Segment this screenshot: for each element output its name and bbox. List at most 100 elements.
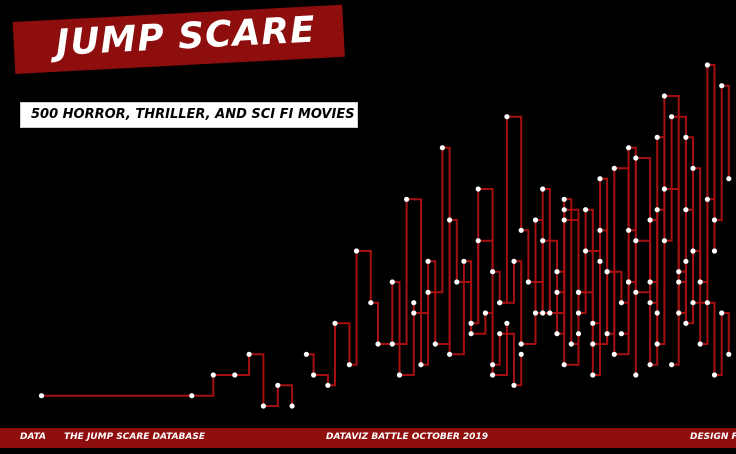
data-point	[432, 341, 438, 347]
data-point	[711, 372, 718, 378]
data-point	[540, 186, 546, 192]
data-point	[389, 341, 395, 347]
data-point	[389, 279, 395, 285]
dot-layer	[38, 62, 732, 409]
data-point	[554, 289, 560, 295]
data-point	[547, 310, 553, 316]
data-point	[704, 196, 711, 202]
data-point	[554, 269, 560, 275]
data-point	[554, 331, 560, 337]
data-point	[676, 269, 682, 275]
data-point	[590, 372, 596, 378]
data-point	[332, 320, 338, 326]
subtitle-box: 500 HORROR, THRILLER, AND SCI FI MOVIES	[20, 102, 358, 128]
data-point	[683, 207, 689, 213]
footer-source: THE JUMP SCARE DATABASE	[64, 432, 205, 442]
data-point	[719, 310, 725, 316]
data-point	[654, 310, 660, 316]
footer-design-label: DESIGN FR	[690, 432, 736, 442]
series-line-2	[306, 250, 415, 387]
data-point	[411, 310, 417, 316]
data-point	[633, 289, 639, 295]
data-point	[561, 217, 567, 223]
data-point	[661, 93, 668, 99]
data-point	[676, 279, 682, 285]
data-point	[497, 300, 503, 306]
data-point	[626, 227, 632, 233]
data-point	[561, 207, 567, 213]
data-point	[246, 351, 252, 357]
data-point	[647, 217, 653, 223]
data-point	[704, 300, 711, 306]
data-point	[490, 362, 496, 368]
data-point	[475, 238, 481, 244]
footer-data-label: DATA	[20, 432, 46, 442]
data-point	[683, 258, 689, 264]
data-point	[38, 393, 45, 399]
data-point	[189, 393, 195, 399]
data-point	[697, 279, 703, 285]
data-point	[711, 217, 718, 223]
data-point	[504, 320, 510, 326]
data-point	[654, 341, 660, 347]
data-point	[518, 341, 524, 347]
data-point	[618, 300, 625, 306]
data-point	[690, 248, 696, 254]
data-point	[575, 310, 582, 316]
data-point	[604, 331, 610, 337]
data-point	[647, 362, 653, 368]
data-point	[468, 320, 474, 326]
data-point	[447, 217, 453, 223]
data-point	[482, 310, 488, 316]
data-point	[375, 341, 381, 347]
data-point	[511, 258, 517, 264]
data-point	[575, 331, 582, 337]
data-point	[654, 207, 660, 213]
data-point	[683, 320, 689, 326]
data-point	[583, 207, 589, 213]
data-point	[540, 238, 546, 244]
data-point	[504, 114, 510, 120]
data-point	[561, 196, 567, 202]
data-point	[647, 279, 653, 285]
data-point	[690, 165, 696, 171]
data-point	[532, 217, 539, 223]
series-line-5	[471, 188, 580, 366]
data-point	[490, 269, 496, 275]
data-point	[618, 331, 625, 337]
data-point	[633, 155, 639, 161]
data-point	[439, 145, 445, 151]
data-point	[275, 382, 281, 388]
chart-subtitle: 500 HORROR, THRILLER, AND SCI FI MOVIES	[31, 107, 355, 122]
data-point	[518, 351, 524, 357]
data-point	[626, 145, 632, 151]
data-point	[661, 238, 668, 244]
data-point	[611, 165, 617, 171]
data-point	[511, 382, 517, 388]
data-point	[583, 248, 589, 254]
data-point	[497, 331, 503, 337]
data-point	[568, 341, 574, 347]
data-point	[633, 372, 639, 378]
data-point	[726, 176, 732, 182]
data-point	[325, 382, 331, 388]
data-point	[633, 238, 639, 244]
data-point	[669, 362, 675, 368]
data-point	[561, 362, 567, 368]
data-point	[368, 300, 374, 306]
data-point	[518, 227, 524, 233]
data-point	[697, 341, 703, 347]
data-point	[590, 341, 596, 347]
data-point	[311, 372, 317, 378]
data-point	[210, 372, 216, 378]
data-point	[661, 186, 668, 192]
data-point	[597, 176, 603, 182]
data-point	[683, 134, 689, 140]
data-point	[404, 196, 410, 202]
data-point	[626, 279, 632, 285]
data-point	[575, 289, 582, 295]
data-point	[690, 300, 696, 306]
data-point	[604, 269, 610, 275]
